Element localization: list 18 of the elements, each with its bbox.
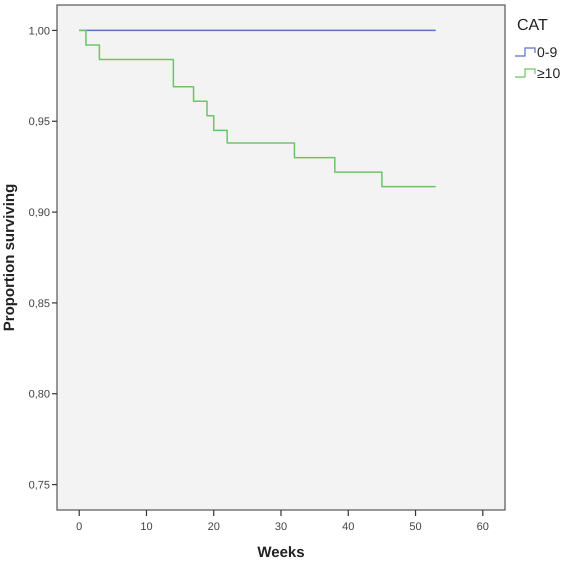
y-tick-label: 0,95 xyxy=(28,116,50,128)
legend-label: 0-9 xyxy=(537,44,558,60)
x-tick-label: 30 xyxy=(274,521,288,533)
x-tick-label: 0 xyxy=(76,521,82,533)
y-tick-label: 1,00 xyxy=(28,25,50,38)
x-tick-label: 50 xyxy=(409,521,422,533)
y-tick-label: 0,75 xyxy=(28,479,50,492)
x-axis-title: Weeks xyxy=(257,544,305,561)
x-tick-label: 20 xyxy=(208,521,220,533)
legend-title: CAT xyxy=(517,17,548,34)
x-tick-label: 10 xyxy=(140,521,153,533)
y-tick-label: 0,90 xyxy=(28,206,50,219)
y-axis-title: Proportion surviving xyxy=(1,184,18,332)
x-tick-label: 40 xyxy=(342,521,354,533)
y-tick-label: 0,85 xyxy=(28,298,50,310)
x-tick-label: 60 xyxy=(476,521,489,533)
y-tick-label: 0,80 xyxy=(28,388,50,401)
legend-label: ≥10 xyxy=(537,64,560,81)
